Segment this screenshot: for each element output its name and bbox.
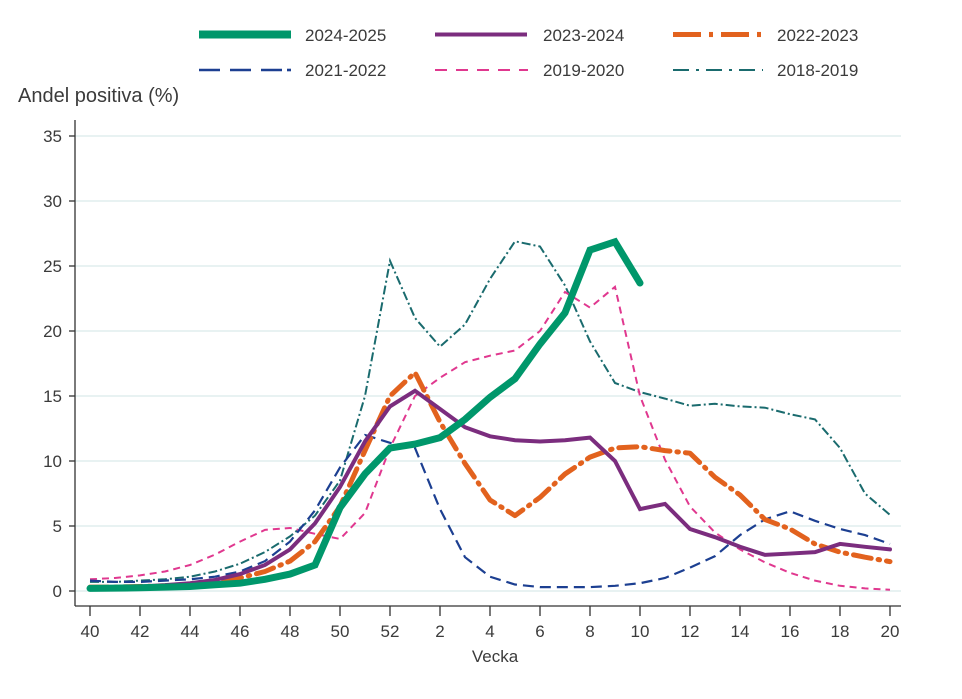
svg-text:18: 18 <box>831 622 850 641</box>
svg-text:10: 10 <box>43 452 62 471</box>
svg-text:2022-2023: 2022-2023 <box>777 26 858 45</box>
svg-text:0: 0 <box>53 582 62 601</box>
svg-text:15: 15 <box>43 387 62 406</box>
svg-text:12: 12 <box>681 622 700 641</box>
svg-text:2024-2025: 2024-2025 <box>305 26 386 45</box>
svg-text:35: 35 <box>43 127 62 146</box>
svg-text:Andel positiva (%): Andel positiva (%) <box>18 85 179 107</box>
svg-text:48: 48 <box>281 622 300 641</box>
svg-text:2: 2 <box>435 622 444 641</box>
svg-text:20: 20 <box>881 622 900 641</box>
svg-text:Vecka: Vecka <box>472 647 519 666</box>
svg-text:44: 44 <box>181 622 200 641</box>
svg-text:30: 30 <box>43 192 62 211</box>
svg-text:20: 20 <box>43 322 62 341</box>
svg-text:2018-2019: 2018-2019 <box>777 61 858 80</box>
svg-text:4: 4 <box>485 622 494 641</box>
svg-text:2021-2022: 2021-2022 <box>305 61 386 80</box>
svg-text:46: 46 <box>231 622 250 641</box>
svg-text:52: 52 <box>381 622 400 641</box>
svg-text:40: 40 <box>81 622 100 641</box>
svg-text:25: 25 <box>43 257 62 276</box>
svg-text:5: 5 <box>53 517 62 536</box>
svg-text:8: 8 <box>585 622 594 641</box>
svg-text:6: 6 <box>535 622 544 641</box>
svg-text:10: 10 <box>631 622 650 641</box>
svg-text:42: 42 <box>131 622 150 641</box>
svg-text:2019-2020: 2019-2020 <box>543 61 624 80</box>
svg-text:50: 50 <box>331 622 350 641</box>
svg-text:16: 16 <box>781 622 800 641</box>
svg-text:2023-2024: 2023-2024 <box>543 26 624 45</box>
svg-text:14: 14 <box>731 622 750 641</box>
